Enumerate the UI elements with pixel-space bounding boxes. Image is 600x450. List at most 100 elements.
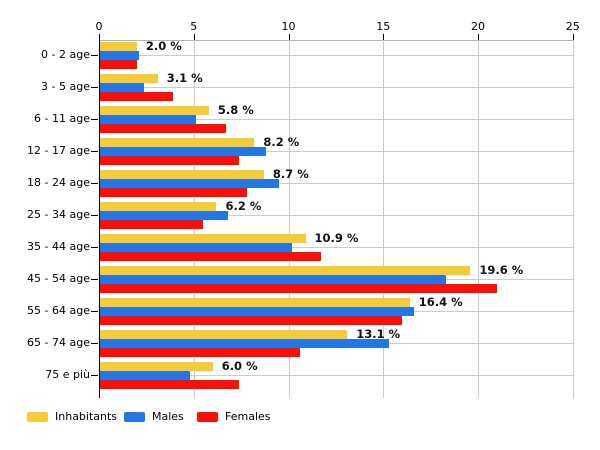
category-label: 0 - 2 age: [41, 48, 90, 61]
category-tick: [91, 215, 98, 216]
category-tick: [91, 183, 98, 184]
x-axis-tick: [572, 34, 574, 40]
legend-item-females: Females: [197, 411, 271, 423]
category-gridline: [99, 375, 573, 376]
value-label: 2.0 %: [145, 39, 182, 53]
bar-males: [100, 211, 228, 220]
bar-inhabitants: [100, 298, 410, 307]
category-tick: [91, 375, 98, 376]
value-label: 3.1 %: [166, 71, 203, 85]
category-tick: [91, 87, 98, 88]
bar-inhabitants: [100, 234, 306, 243]
category-tick: [91, 55, 98, 56]
legend-item-inhabitants: Inhabitants: [27, 411, 117, 423]
category-tick: [91, 311, 98, 312]
bar-inhabitants: [100, 202, 217, 211]
category-gridline: [99, 183, 573, 184]
category-gridline: [99, 55, 573, 56]
category-label: 45 - 54 age: [27, 272, 90, 285]
category-gridline: [99, 215, 573, 216]
bar-males: [100, 307, 414, 316]
x-axis-tick: [383, 34, 385, 40]
bar-females: [100, 188, 247, 197]
legend-item-males: Males: [124, 411, 184, 423]
bar-females: [100, 220, 204, 229]
bar-inhabitants: [100, 138, 255, 147]
bar-inhabitants: [100, 74, 158, 83]
legend-swatch-males: [124, 412, 145, 422]
bar-females: [100, 316, 403, 325]
x-tick-label: 15: [376, 20, 391, 33]
value-label: 6.2 %: [225, 199, 262, 213]
bar-inhabitants: [100, 266, 471, 275]
bar-males: [100, 179, 280, 188]
bar-females: [100, 60, 137, 69]
plot-top-border: [99, 40, 573, 41]
x-axis-tick: [193, 34, 195, 40]
bar-males: [100, 51, 139, 60]
x-axis-zero-line: [99, 34, 100, 398]
bar-females: [100, 380, 240, 389]
x-axis-tick: [478, 34, 479, 40]
category-tick: [91, 279, 98, 280]
bar-inhabitants: [100, 330, 348, 339]
category-gridline: [99, 87, 573, 88]
bar-inhabitants: [100, 106, 209, 115]
value-label: 8.2 %: [263, 135, 300, 149]
category-gridline: [99, 119, 573, 120]
category-tick: [91, 247, 98, 248]
bar-inhabitants: [100, 42, 137, 51]
category-tick: [91, 151, 98, 152]
category-label: 18 - 24 age: [27, 176, 90, 189]
category-label: 55 - 64 age: [27, 304, 90, 317]
bar-males: [100, 339, 389, 348]
x-gridline: [288, 40, 290, 398]
legend-label: Females: [225, 410, 271, 423]
category-gridline: [99, 247, 573, 248]
legend-label: Males: [152, 410, 184, 423]
x-axis-tick: [288, 34, 290, 40]
x-tick-label: 10: [281, 20, 296, 33]
value-label: 13.1 %: [356, 327, 401, 341]
bar-males: [100, 147, 266, 156]
bar-females: [100, 92, 173, 101]
category-label: 25 - 34 age: [27, 208, 90, 221]
bar-females: [100, 284, 497, 293]
x-gridline: [478, 40, 479, 398]
legend-swatch-inhabitants: [27, 412, 48, 422]
value-label: 6.0 %: [221, 359, 258, 373]
x-tick-label: 0: [95, 20, 103, 33]
x-tick-label: 25: [565, 20, 580, 33]
bar-males: [100, 243, 293, 252]
x-tick-label: 5: [190, 20, 198, 33]
value-label: 16.4 %: [418, 295, 463, 309]
value-label: 8.7 %: [272, 167, 309, 181]
category-label: 75 e più: [45, 368, 90, 381]
bar-females: [100, 348, 300, 357]
x-gridline: [383, 40, 385, 398]
category-label: 12 - 17 age: [27, 144, 90, 157]
bar-females: [100, 124, 226, 133]
legend: Inhabitants Males Females: [0, 411, 600, 425]
category-label: 6 - 11 age: [34, 112, 90, 125]
value-label: 19.6 %: [479, 263, 524, 277]
bar-inhabitants: [100, 362, 213, 371]
category-label: 35 - 44 age: [27, 240, 90, 253]
x-tick-label: 20: [471, 20, 485, 33]
bar-males: [100, 115, 196, 124]
category-gridline: [99, 151, 573, 152]
category-tick: [91, 119, 98, 120]
bar-females: [100, 252, 321, 261]
bar-inhabitants: [100, 170, 264, 179]
bar-females: [100, 156, 240, 165]
value-label: 5.8 %: [217, 103, 254, 117]
bar-males: [100, 371, 190, 380]
value-label: 10.9 %: [314, 231, 359, 245]
x-gridline: [572, 40, 574, 398]
bar-males: [100, 83, 145, 92]
category-label: 65 - 74 age: [27, 336, 90, 349]
legend-label: Inhabitants: [55, 410, 118, 423]
legend-swatch-females: [197, 412, 218, 422]
category-label: 3 - 5 age: [41, 80, 90, 93]
